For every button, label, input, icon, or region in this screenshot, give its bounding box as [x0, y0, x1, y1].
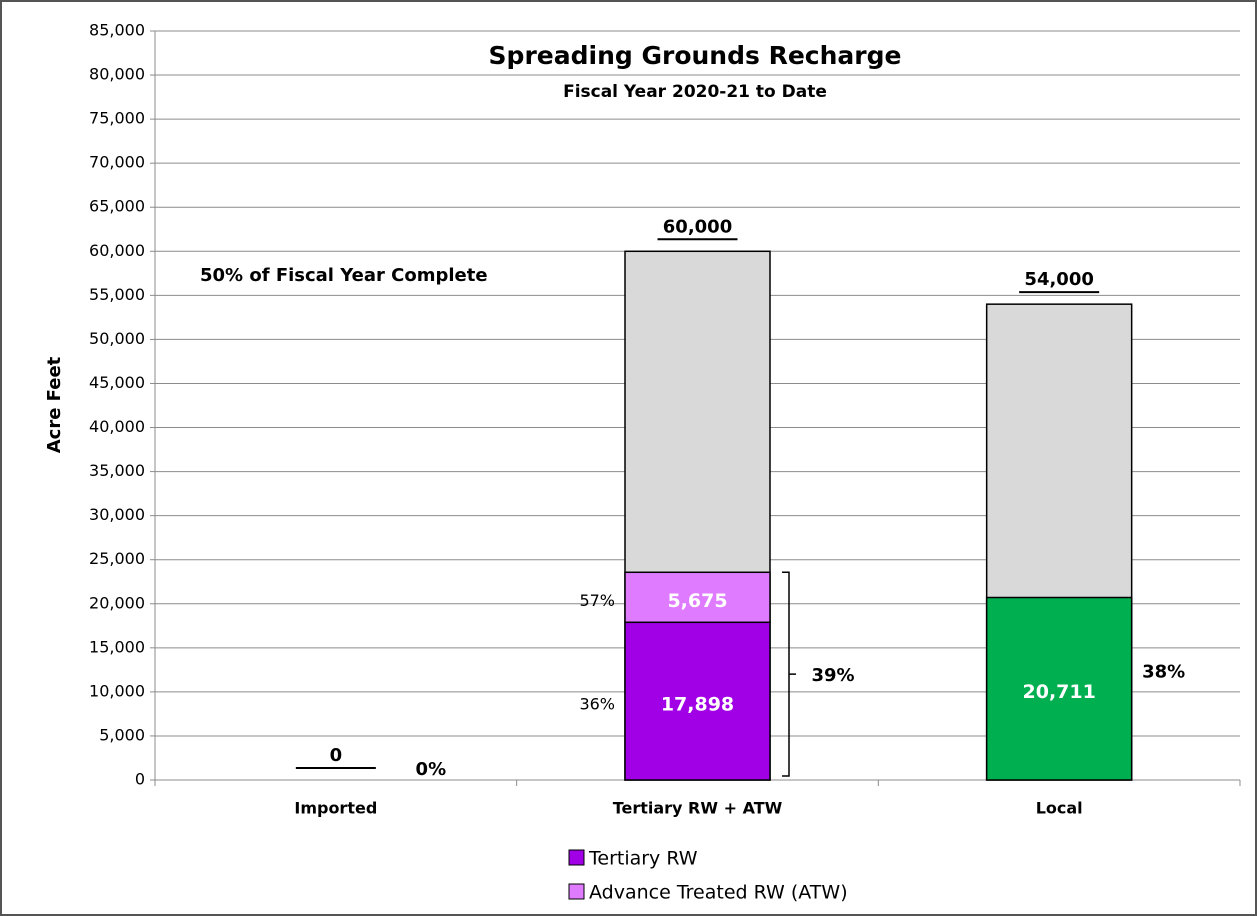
- y-tick-label: 35,000: [89, 461, 145, 480]
- legend-swatch: [568, 849, 585, 866]
- y-axis-label: Acre Feet: [44, 356, 65, 453]
- legend-swatch: [568, 883, 585, 900]
- y-tick-label: 0: [135, 770, 145, 789]
- y-tick-label: 30,000: [89, 505, 145, 524]
- y-tick-label: 75,000: [89, 109, 145, 128]
- bar-segment: [985, 596, 1133, 781]
- value-label: 17,898: [661, 694, 734, 716]
- y-tick-label: 55,000: [89, 285, 145, 304]
- y-tick-label: 65,000: [89, 197, 145, 216]
- y-tick-label: 85,000: [89, 21, 145, 40]
- y-tick-label: 15,000: [89, 637, 145, 656]
- x-tick-label: Tertiary RW + ATW: [613, 799, 783, 818]
- bar-segment: [624, 571, 771, 624]
- segment-percent: 36%: [579, 695, 615, 714]
- target-label: 0: [330, 745, 343, 766]
- legend-label: Advance Treated RW (ATW): [589, 882, 848, 904]
- y-tick-label: 45,000: [89, 373, 145, 392]
- y-tick-label: 40,000: [89, 417, 145, 436]
- x-tick-label: Imported: [294, 799, 377, 818]
- chart-subtitle: Fiscal Year 2020-21 to Date: [563, 82, 827, 102]
- total-percent: 38%: [1142, 661, 1185, 682]
- y-tick-label: 70,000: [89, 153, 145, 172]
- annotation: 50% of Fiscal Year Complete: [200, 265, 488, 286]
- total-percent: 0%: [416, 759, 447, 780]
- y-tick-label: 10,000: [89, 681, 145, 700]
- y-tick-label: 50,000: [89, 329, 145, 348]
- target-label: 60,000: [663, 216, 732, 237]
- value-label: 5,675: [667, 590, 727, 612]
- total-percent: 39%: [811, 665, 854, 686]
- target-label: 54,000: [1024, 269, 1093, 290]
- bracket: [782, 571, 796, 777]
- y-tick-label: 5,000: [99, 725, 145, 744]
- bar-segment: [624, 621, 771, 781]
- y-tick-label: 60,000: [89, 241, 145, 260]
- y-tick-label: 20,000: [89, 593, 145, 612]
- y-tick-label: 80,000: [89, 65, 145, 84]
- chart-title: Spreading Grounds Recharge: [489, 41, 902, 70]
- x-tick-label: Local: [1036, 799, 1083, 818]
- segment-percent: 57%: [579, 591, 615, 610]
- y-tick-label: 25,000: [89, 549, 145, 568]
- value-label: 20,711: [1023, 681, 1096, 703]
- legend-label: Tertiary RW: [588, 848, 698, 870]
